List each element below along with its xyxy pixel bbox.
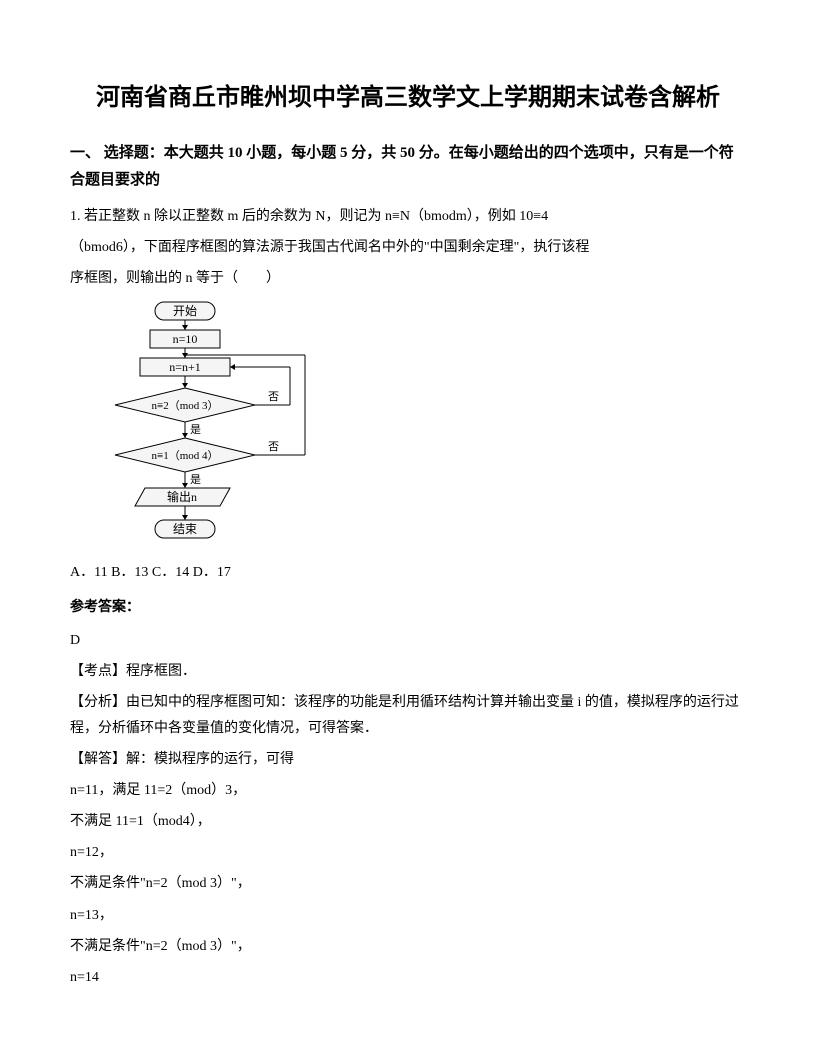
solve-label: 【解答】解：模拟程序的运行，可得 — [70, 747, 746, 772]
flow-start: 开始 — [173, 304, 197, 318]
step-5: 不满足条件"n=2（mod 3）"， — [70, 934, 746, 959]
step-2: n=12， — [70, 840, 746, 865]
flow-no1: 否 — [268, 391, 279, 403]
flow-yes2: 是 — [190, 473, 201, 486]
q1-line2: （bmod6），下面程序框图的算法源于我国古代闻名中外的"中国剩余定理"，执行该… — [70, 235, 746, 260]
answer: D — [70, 628, 746, 653]
step-3: 不满足条件"n=2（mod 3）"， — [70, 871, 746, 896]
flow-d1: n≡2（mod 3） — [151, 399, 218, 412]
options: A．11 B．13 C．14 D．17 — [70, 560, 746, 585]
flow-n10: n=10 — [173, 332, 198, 346]
flow-yes1: 是 — [190, 423, 201, 436]
flow-inc: n=n+1 — [169, 360, 201, 374]
flowchart: 开始 n=10 n=n+1 n≡2（mod 3） 否 是 n≡1（mod 4） … — [80, 300, 320, 550]
point-label: 【考点】程序框图． — [70, 659, 746, 684]
analysis: 【分析】由已知中的程序框图可知：该程序的功能是利用循环结构计算并输出变量 i 的… — [70, 690, 746, 740]
step-1: 不满足 11=1（mod4）， — [70, 809, 746, 834]
section-header: 一、 选择题：本大题共 10 小题，每小题 5 分，共 50 分。在每小题给出的… — [70, 140, 746, 194]
flow-no2: 否 — [268, 441, 279, 453]
answer-label: 参考答案： — [70, 595, 746, 620]
step-0: n=11，满足 11=2（mod）3， — [70, 778, 746, 803]
q1-line1: 1. 若正整数 n 除以正整数 m 后的余数为 N，则记为 n≡N（bmodm）… — [70, 204, 746, 229]
step-4: n=13， — [70, 903, 746, 928]
flow-end: 结束 — [173, 522, 197, 536]
step-6: n=14 — [70, 965, 746, 990]
flow-d2: n≡1（mod 4） — [151, 449, 218, 462]
flow-output: 输出n — [167, 489, 197, 504]
page-title: 河南省商丘市睢州坝中学高三数学文上学期期末试卷含解析 — [70, 80, 746, 116]
q1-line3: 序框图，则输出的 n 等于（ ） — [70, 266, 746, 291]
